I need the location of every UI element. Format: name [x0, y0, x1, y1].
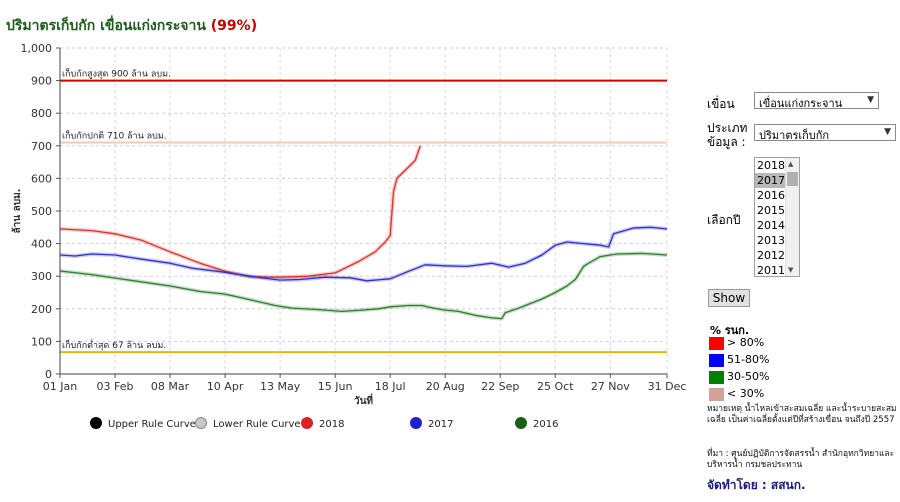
chart-grid: [59, 47, 668, 375]
scroll-thumb[interactable]: [787, 172, 798, 186]
listbox-scrollbar[interactable]: ▲ ▼: [785, 158, 799, 276]
scroll-up-icon[interactable]: ▲: [788, 160, 794, 168]
color-swatch: [709, 353, 724, 367]
year-option-2018[interactable]: 2018: [757, 159, 785, 172]
chart-axes: 0 100 200 300 400 500 600 700 800 900 1,000 01 Jan 0…: [11, 42, 686, 407]
chevron-down-icon: ▼: [884, 127, 891, 137]
x-tick-label: 08 Mar: [151, 380, 190, 393]
show-button[interactable]: Show: [708, 289, 750, 307]
pct-legend-item: 51-80%: [709, 352, 769, 367]
dam-label: เขื่อน: [707, 97, 735, 111]
y-tick-label: 300: [31, 270, 52, 283]
x-axis-label: วันที่: [354, 393, 373, 407]
year-option-2014[interactable]: 2014: [757, 219, 785, 232]
reference-line-label: เก็บกักปกติ 710 ล้าน ลบม.: [62, 129, 167, 142]
y-axis-label: ล้าน ลบม.: [11, 189, 23, 234]
percent-capacity: (99%): [210, 18, 258, 34]
color-swatch: [709, 370, 724, 384]
y-tick-label: 1,000: [21, 42, 53, 55]
pct-legend-label: > 80%: [727, 336, 765, 349]
type-label: ประเภท ข้อมูล :: [707, 121, 747, 149]
chart-legend: Upper Rule Curve Lower Rule Curve 2018 2017…: [90, 417, 558, 430]
source-text: ที่มา : ศูนย์ปฏิบัติการจัดสรรน้ำ สำนักอุ…: [707, 449, 895, 470]
year-option-2013[interactable]: 2013: [757, 234, 785, 247]
chevron-down-icon: ▼: [867, 95, 874, 105]
y-tick-label: 0: [45, 368, 52, 381]
x-tick-label: 18 Jul: [375, 380, 406, 393]
y-tick-label: 900: [31, 75, 52, 88]
series-line-2016: [59, 252, 668, 320]
year-listbox[interactable]: 2018 2017 2016 2015 2014 2013 2012 2011 ▲ ▼: [754, 157, 800, 277]
color-swatch: [709, 336, 724, 350]
x-tick-label: 10 Apr: [207, 380, 244, 393]
x-tick-label: 13 May: [260, 380, 301, 393]
x-tick-label: 22 Sep: [481, 380, 519, 393]
reference-line-label: เก็บกักต่ำสุด 67 ล้าน ลบม.: [62, 338, 166, 351]
x-tick-label: 31 Dec: [648, 380, 687, 393]
y-tick-label: 800: [31, 107, 52, 120]
legend-marker: [90, 417, 102, 429]
y-tick-label: 500: [31, 205, 52, 218]
year-option-2015[interactable]: 2015: [757, 204, 785, 217]
x-tick-label: 20 Aug: [426, 380, 465, 393]
note-text: หมายเหตุ น้ำไหลเข้าสะสมเฉลี่ย และน้ำระบา…: [707, 404, 897, 425]
legend-label: 2018: [319, 419, 344, 430]
color-swatch: [709, 387, 724, 401]
year-option-2012[interactable]: 2012: [757, 249, 785, 262]
x-tick-label: 03 Feb: [97, 380, 134, 393]
chart-title: ปริมาตรเก็บกัก เขื่อนแก่งกระจาน: [6, 18, 206, 34]
type-label-line2: ข้อมูล :: [707, 135, 746, 149]
x-tick-label: 15 Jun: [318, 380, 353, 393]
series-line-2017: [59, 226, 668, 282]
reference-lines: เก็บกักสูงสุด 900 ล้าน ลบม. เก็บกักปกติ 7…: [60, 67, 667, 354]
y-tick-label: 100: [31, 335, 52, 348]
pct-legend-label: < 30%: [727, 387, 765, 400]
y-tick-label: 600: [31, 172, 52, 185]
legend-marker: [515, 417, 527, 429]
dam-select-value: เขื่อนแก่งกระจาน: [759, 97, 843, 110]
pct-legend-item: > 80%: [709, 335, 764, 350]
reference-line-label: เก็บกักสูงสุด 900 ล้าน ลบม.: [62, 67, 171, 80]
storage-chart: เก็บกักสูงสุด 900 ล้าน ลบม. เก็บกักปกติ 7…: [11, 42, 686, 430]
y-tick-label: 200: [31, 303, 52, 316]
legend-label: 2017: [428, 419, 453, 430]
x-tick-label: 01 Jan: [43, 380, 77, 393]
data-type-select[interactable]: ปริมาตรเก็บกัก ▼: [754, 124, 896, 142]
year-option-2016[interactable]: 2016: [757, 189, 785, 202]
year-label: เลือกปี: [707, 213, 741, 227]
maker-text: จัดทำโดย : สสนก.: [707, 478, 806, 492]
pct-legend-item: < 30%: [709, 386, 764, 401]
x-tick-label: 25 Oct: [537, 380, 574, 393]
page-title: ปริมาตรเก็บกัก เขื่อนแก่งกระจาน (99%): [6, 15, 257, 37]
legend-marker: [410, 417, 422, 429]
x-tick-label: 27 Nov: [591, 380, 630, 393]
year-option-2011[interactable]: 2011: [757, 264, 785, 277]
pct-legend-title: % รนก.: [710, 324, 750, 337]
pct-legend-item: 30-50%: [709, 369, 769, 384]
dam-select[interactable]: เขื่อนแก่งกระจาน ▼: [754, 92, 879, 110]
chart-series: [59, 145, 668, 321]
scroll-down-icon[interactable]: ▼: [788, 266, 794, 274]
type-label-line1: ประเภท: [707, 121, 748, 135]
legend-marker: [301, 417, 313, 429]
data-type-select-value: ปริมาตรเก็บกัก: [759, 129, 830, 142]
series-glow-2017: [59, 225, 668, 283]
legend-label: 2016: [533, 419, 558, 430]
legend-label: Upper Rule Curve: [108, 419, 196, 430]
legend-label: Lower Rule Curve: [213, 419, 301, 430]
pct-legend-label: 30-50%: [727, 370, 770, 383]
series-line-2018: [59, 145, 421, 278]
legend-marker: [195, 417, 207, 429]
y-tick-label: 400: [31, 238, 52, 251]
y-tick-label: 700: [31, 140, 52, 153]
pct-legend-label: 51-80%: [727, 353, 770, 366]
